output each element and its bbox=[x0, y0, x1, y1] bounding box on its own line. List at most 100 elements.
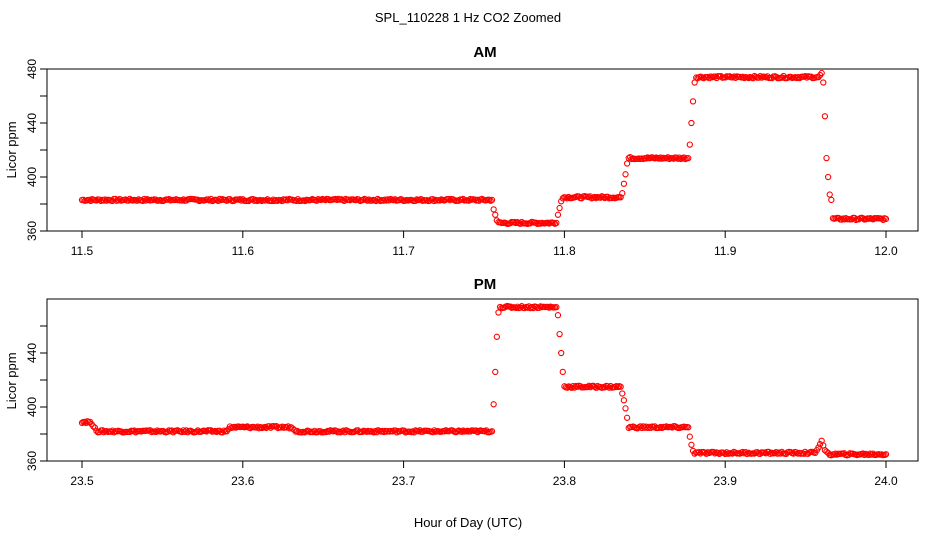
am-data-point bbox=[722, 74, 729, 81]
pm-data-point bbox=[554, 312, 562, 319]
am-y-axis-label: Licor ppm bbox=[4, 121, 19, 178]
am-data-point bbox=[87, 197, 94, 205]
pm-data-point bbox=[816, 440, 824, 448]
am-data-point bbox=[730, 73, 738, 80]
am-data-point bbox=[412, 197, 419, 205]
pm-data-point bbox=[685, 424, 692, 431]
am-data-point bbox=[301, 197, 309, 205]
pm-data-point bbox=[823, 448, 830, 455]
am-data-point bbox=[507, 220, 514, 227]
pm-data-point bbox=[266, 423, 273, 430]
pm-plot-frame bbox=[46, 298, 919, 462]
pm-data-point bbox=[701, 449, 708, 456]
am-data-point bbox=[859, 215, 867, 222]
am-data-point bbox=[93, 197, 100, 204]
am-data-point bbox=[180, 196, 187, 203]
am-data-point bbox=[622, 171, 629, 178]
am-data-point bbox=[399, 196, 406, 203]
am-data-point bbox=[445, 195, 452, 203]
figure-title: SPL_110228 1 Hz CO2 Zoomed bbox=[375, 10, 561, 25]
am-x-tick-label: 11.6 bbox=[232, 244, 255, 258]
pm-data-point bbox=[882, 451, 890, 458]
pm-data-point bbox=[458, 428, 465, 435]
pm-data-point bbox=[622, 405, 629, 412]
pm-data-point bbox=[686, 433, 693, 440]
pm-data-point bbox=[372, 427, 379, 435]
am-data-point bbox=[553, 219, 560, 227]
pm-data-point bbox=[723, 449, 730, 456]
pm-data-point bbox=[620, 397, 628, 404]
am-data-point bbox=[601, 194, 608, 202]
pm-data-point bbox=[697, 450, 704, 457]
pm-panel-title: PM bbox=[474, 276, 497, 293]
am-data-point bbox=[533, 219, 540, 226]
am-data-point bbox=[396, 196, 403, 204]
am-data-point bbox=[882, 215, 890, 222]
pm-data-point bbox=[164, 428, 171, 435]
pm-data-point bbox=[473, 427, 480, 434]
am-data-point bbox=[436, 197, 444, 204]
pm-data-point bbox=[569, 382, 577, 390]
pm-data-point bbox=[493, 333, 501, 340]
pm-data-point bbox=[861, 451, 868, 459]
am-data-point bbox=[755, 74, 762, 81]
am-data-point bbox=[674, 155, 682, 162]
pm-data-point bbox=[740, 450, 748, 457]
am-x-tick-label: 11.7 bbox=[392, 244, 415, 258]
am-data-point bbox=[96, 196, 103, 203]
am-data-point bbox=[620, 180, 628, 187]
pm-data-point bbox=[528, 303, 535, 311]
pm-data-point bbox=[865, 451, 872, 459]
pm-data-point bbox=[219, 429, 226, 436]
am-y-tick-label: 480 bbox=[25, 59, 39, 79]
am-data-point bbox=[657, 154, 664, 161]
am-data-point bbox=[821, 113, 829, 120]
am-x-tick-label: 11.5 bbox=[71, 244, 94, 258]
pm-data-point bbox=[688, 441, 695, 448]
pm-data-point bbox=[641, 424, 648, 431]
am-data-point bbox=[802, 72, 809, 80]
am-data-point bbox=[794, 73, 802, 81]
pm-data-point bbox=[226, 423, 234, 430]
am-plot-frame bbox=[46, 68, 919, 232]
pm-data-point bbox=[585, 382, 593, 389]
pm-data-point bbox=[617, 383, 624, 390]
pm-data-point bbox=[868, 451, 875, 458]
am-data-point bbox=[808, 73, 815, 80]
am-data-point bbox=[125, 197, 132, 204]
am-data-point bbox=[826, 191, 833, 198]
am-data-point bbox=[364, 197, 371, 204]
pm-data-point bbox=[279, 423, 286, 430]
am-data-point bbox=[446, 197, 454, 204]
pm-data-point bbox=[131, 427, 138, 434]
pm-data-point bbox=[545, 304, 553, 311]
pm-data-point bbox=[431, 427, 438, 434]
pm-data-point bbox=[559, 368, 566, 376]
pm-data-point bbox=[605, 384, 613, 391]
pm-data-point bbox=[714, 449, 722, 457]
am-y-tick-label: 360 bbox=[25, 221, 39, 241]
am-data-point bbox=[102, 196, 109, 203]
am-data-point bbox=[591, 193, 598, 201]
pm-data-point bbox=[283, 424, 290, 431]
pm-data-point bbox=[845, 451, 852, 459]
pm-x-tick-label: 23.8 bbox=[553, 474, 577, 488]
am-data-point bbox=[803, 74, 810, 81]
am-data-point bbox=[562, 194, 569, 201]
pm-data-point bbox=[642, 423, 650, 430]
am-data-point bbox=[758, 74, 765, 81]
am-data-point bbox=[165, 195, 173, 203]
pm-data-point bbox=[830, 451, 838, 458]
am-data-point bbox=[778, 74, 786, 81]
pm-data-point bbox=[695, 449, 703, 456]
am-data-point bbox=[757, 72, 764, 80]
am-data-point bbox=[617, 194, 624, 201]
am-data-point bbox=[563, 195, 571, 202]
pm-x-tick-label: 24.0 bbox=[874, 474, 898, 488]
pm-data-point bbox=[203, 428, 210, 435]
pm-data-point bbox=[533, 303, 540, 311]
am-data-point bbox=[717, 73, 725, 80]
pm-data-point bbox=[514, 303, 521, 310]
pm-data-point bbox=[340, 427, 347, 434]
am-data-point bbox=[842, 215, 849, 222]
